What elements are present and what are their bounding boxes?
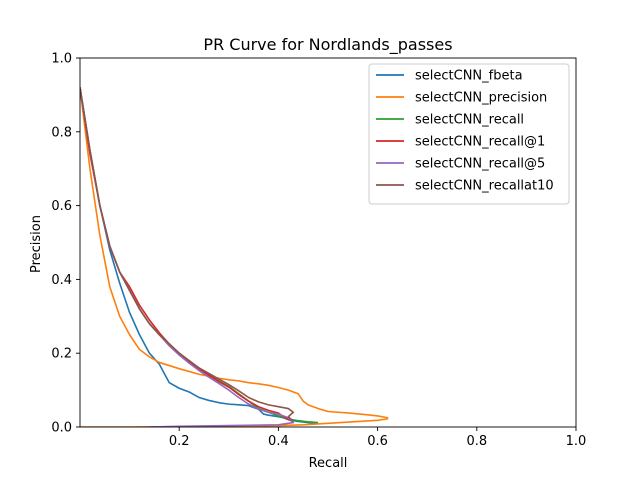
legend-label-3: selectCNN_recall@1: [415, 135, 545, 150]
x-tick-label: 0.2: [169, 434, 190, 449]
legend-label-2: selectCNN_recall: [415, 113, 524, 128]
legend-label-5: selectCNN_recallat10: [415, 179, 554, 194]
y-tick-label: 0.6: [51, 199, 72, 214]
x-tick-label: 0.4: [268, 434, 289, 449]
series-line-1: [80, 87, 389, 427]
x-tick-label: 0.8: [466, 434, 487, 449]
y-tick-label: 0.2: [51, 347, 72, 362]
axes: 0.2 0.4 0.6 0.8 1.0 0.0 0.2 0.4 0.6 0.8 1.0: [51, 52, 586, 450]
legend-label-0: selectCNN_fbeta: [415, 69, 523, 84]
legend-label-4: selectCNN_recall@5: [415, 157, 545, 172]
x-tick-label: 0.6: [367, 434, 388, 449]
axes-frame: [79, 57, 577, 428]
y-tick-label: 1.0: [51, 52, 72, 67]
chart-title: PR Curve for Nordlands_passes: [203, 35, 452, 55]
y-tick-label: 0.0: [51, 421, 72, 436]
legend-box: [368, 63, 570, 205]
x-axis-label: Recall: [309, 456, 348, 471]
y-tick-label: 0.4: [51, 273, 72, 288]
legend: selectCNN_fbeta selectCNN_precisionselect…: [368, 63, 570, 205]
series-lines: [80, 87, 389, 427]
legend-label-1: selectCNN_precision: [415, 91, 547, 106]
y-axis-label: Precision: [29, 215, 44, 273]
series-line-5: [80, 87, 295, 423]
x-tick-label: 1.0: [566, 434, 587, 449]
y-tick-label: 0.8: [51, 125, 72, 140]
plot-area: [80, 87, 389, 427]
